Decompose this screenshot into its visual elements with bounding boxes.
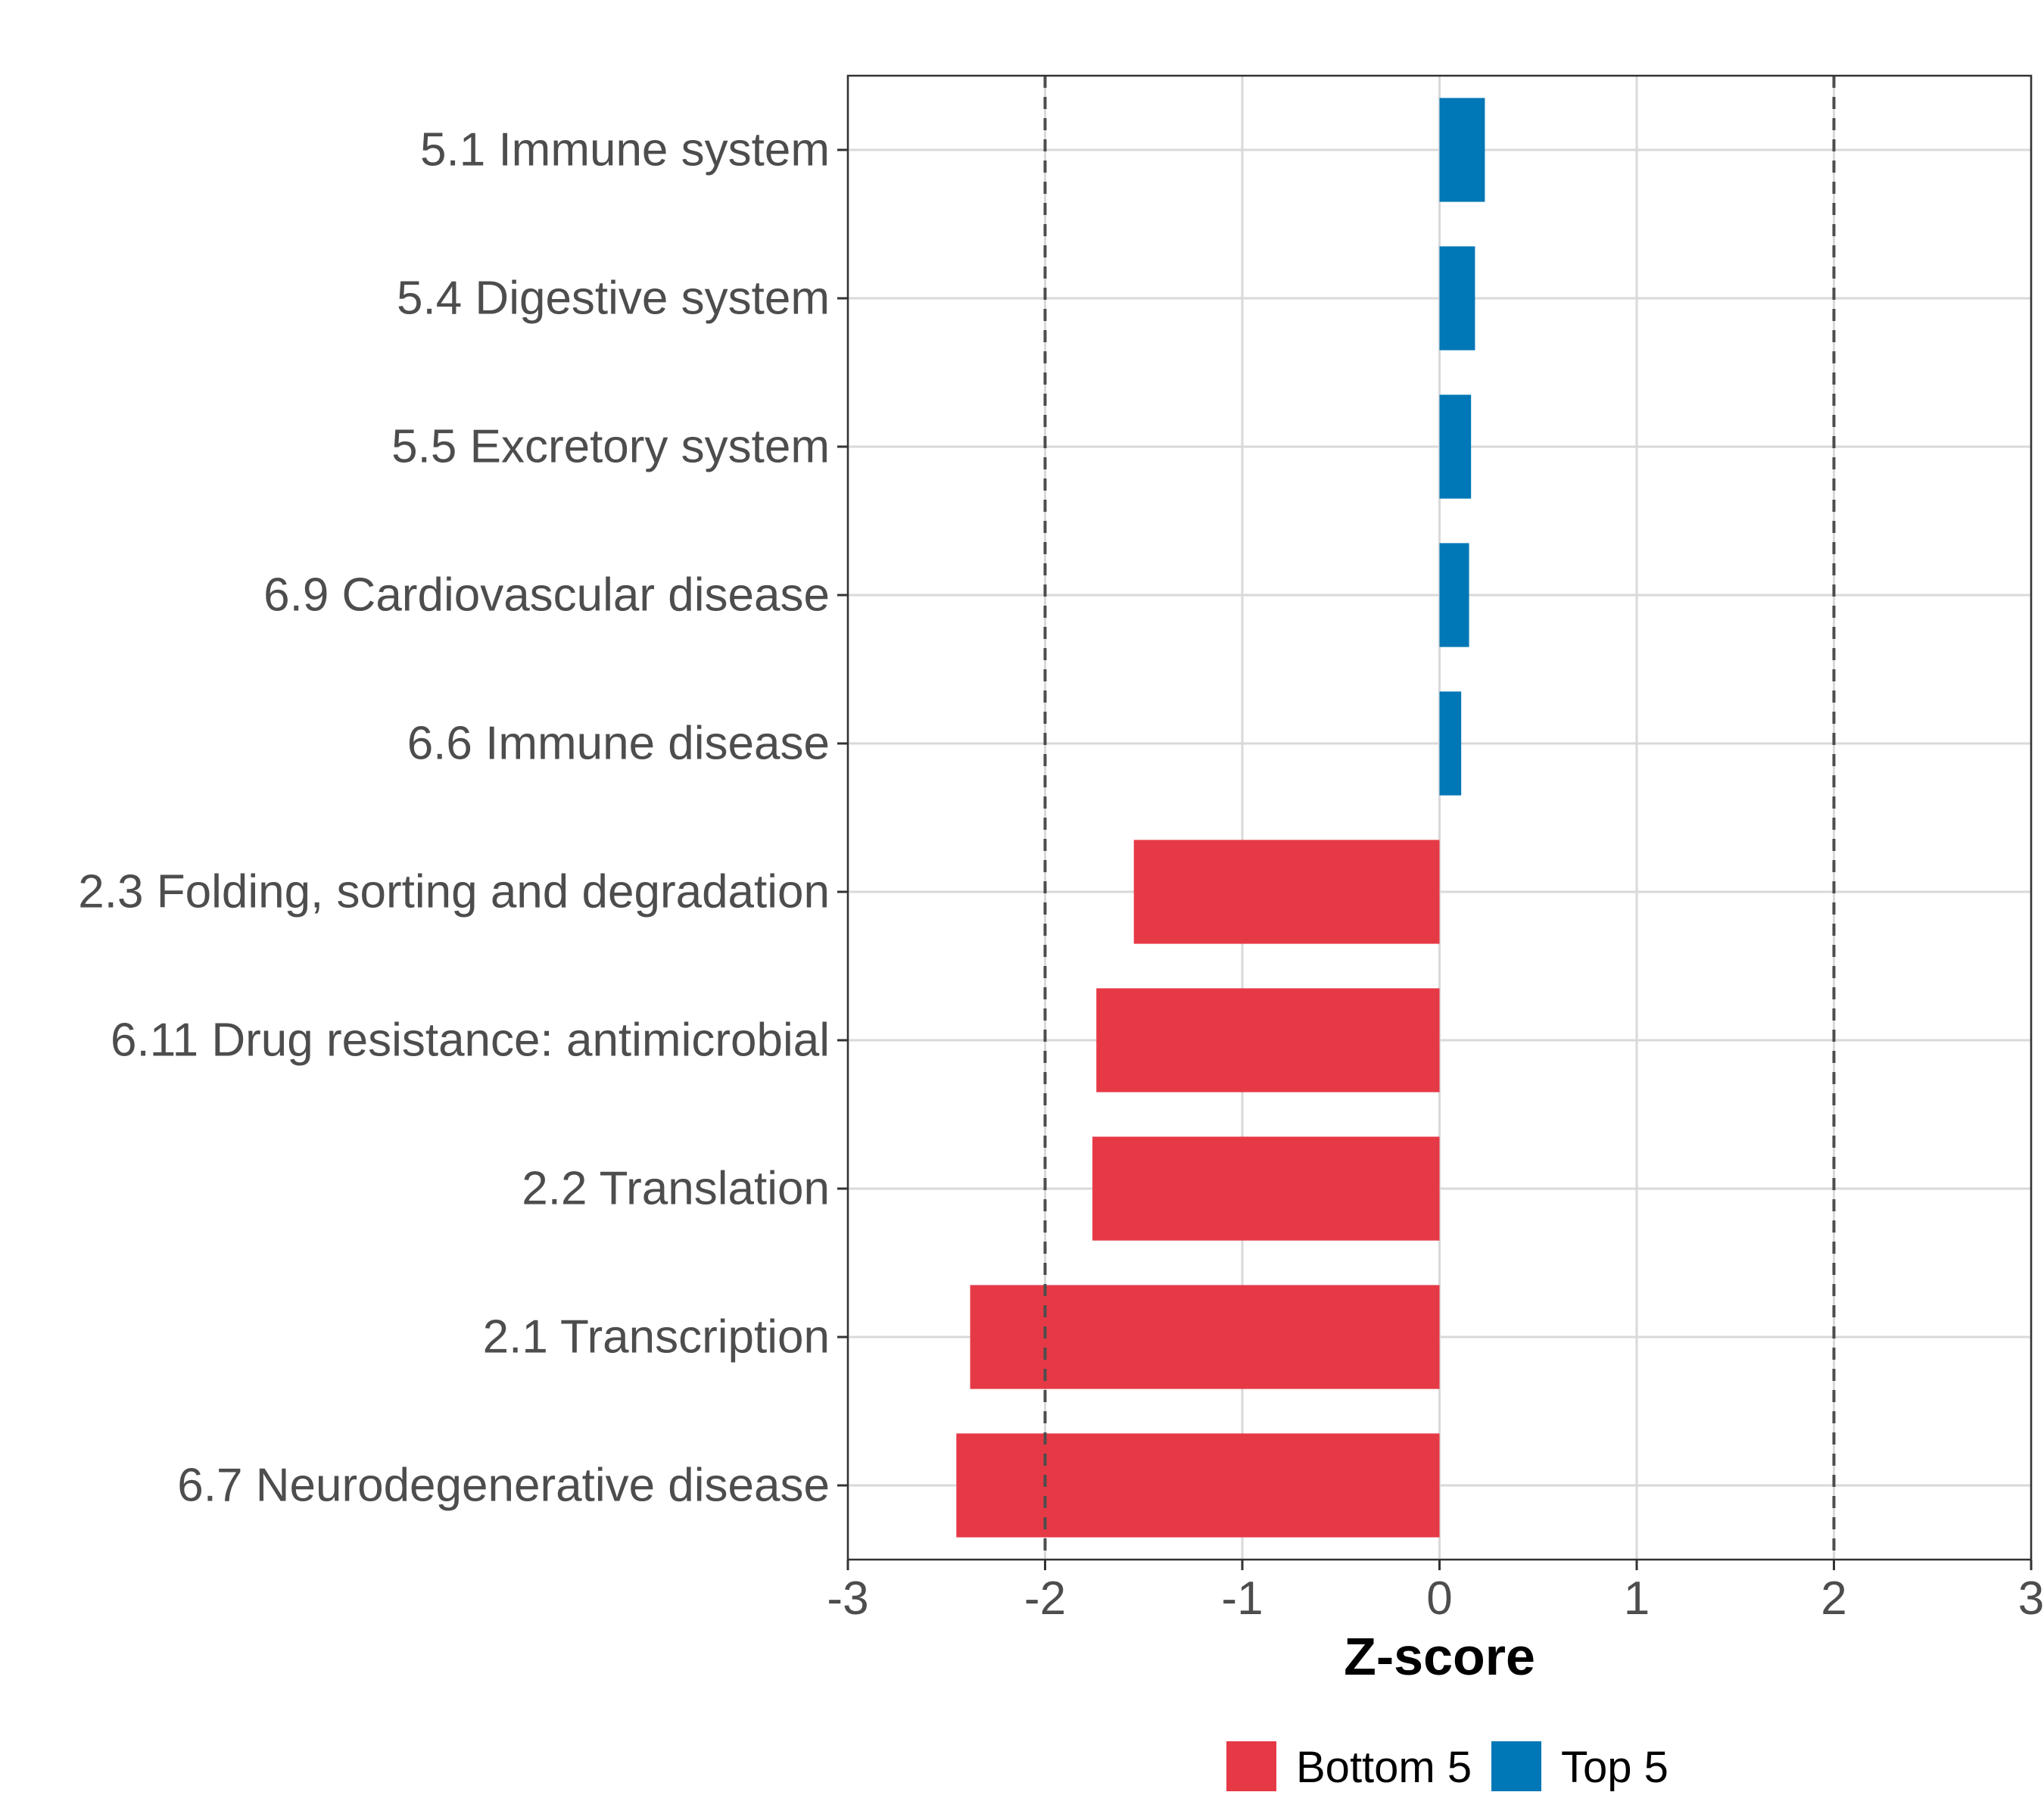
bar-6-11-drug-resistance-antimicrobial — [1096, 988, 1440, 1092]
x-axis-title: Z-score — [1344, 1627, 1535, 1686]
bar-5-4-digestive-system — [1439, 246, 1475, 351]
x-tick-label: 2 — [1821, 1572, 1846, 1625]
category-label: 5.5 Excretory system — [391, 421, 830, 473]
x-tick-label: -1 — [1221, 1572, 1263, 1625]
category-label: 6.6 Immune disease — [407, 718, 830, 770]
legend-label-bottom-5: Bottom 5 — [1296, 1743, 1472, 1792]
category-label: 5.4 Digestive system — [397, 273, 830, 325]
bars-layer — [956, 98, 1485, 1538]
category-label: 6.11 Drug resistance: antimicrobial — [111, 1014, 830, 1067]
category-label: 5.1 Immune system — [420, 124, 830, 176]
legend-swatch-bottom-5 — [1226, 1741, 1276, 1791]
legend: Bottom 5 Top 5 — [1226, 1741, 1669, 1792]
x-tick-label: 1 — [1624, 1572, 1650, 1625]
category-label: 2.2 Translation — [522, 1163, 830, 1215]
bar-5-5-excretory-system — [1439, 394, 1472, 499]
bar-2-3-folding-sorting-and-degradation — [1133, 840, 1440, 944]
category-label: 6.9 Cardiovascular disease — [263, 569, 830, 622]
category-label: 2.1 Transcription — [483, 1311, 830, 1364]
y-axis: 5.1 Immune system 5.4 Digestive system 5.5… — [78, 124, 848, 1512]
legend-swatch-top-5 — [1491, 1741, 1541, 1791]
bar-6-7-neurodegenerative-disease — [956, 1433, 1440, 1538]
x-tick-label: 3 — [2018, 1572, 2044, 1625]
bar-6-6-immune-disease — [1439, 691, 1462, 796]
bar-6-9-cardiovascular-disease — [1439, 543, 1469, 647]
legend-label-top-5: Top 5 — [1561, 1743, 1669, 1792]
x-tick-label: -3 — [827, 1572, 868, 1625]
x-tick-label: -2 — [1024, 1572, 1066, 1625]
bar-2-2-translation — [1092, 1136, 1440, 1241]
reference-lines — [1043, 76, 1836, 1560]
bar-2-1-transcription — [970, 1285, 1440, 1389]
bar-5-1-immune-system — [1439, 98, 1485, 202]
category-label: 2.3 Folding, sorting and degradation — [78, 866, 830, 918]
x-tick-label: 0 — [1426, 1572, 1452, 1625]
x-axis: -3 -2 -1 0 1 2 3 — [827, 1560, 2044, 1625]
category-label: 6.7 Neurodegenerative disease — [177, 1460, 830, 1512]
